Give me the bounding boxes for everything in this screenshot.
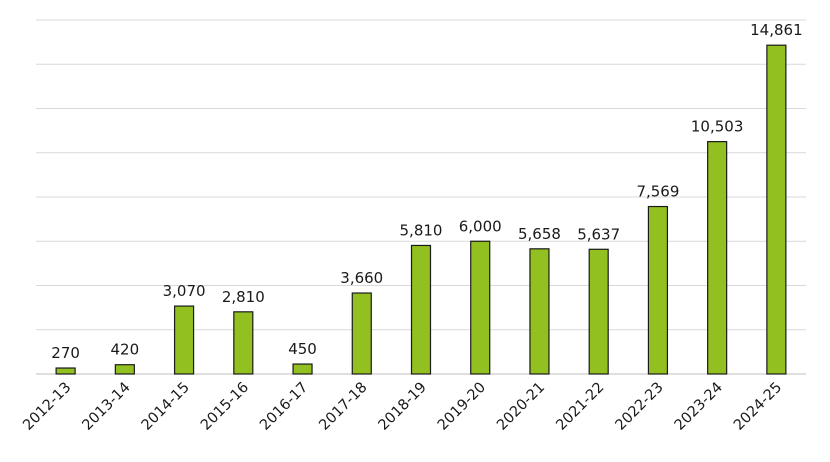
- x-tick-label-2022-23: 2022-23: [613, 380, 667, 434]
- bar-2022-23: [647, 205, 669, 375]
- x-tick-label-2023-24: 2023-24: [672, 380, 726, 434]
- x-tick-label-2021-22: 2021-22: [553, 380, 607, 434]
- data-label-2023-24: 10,503: [691, 118, 744, 136]
- data-label-2018-19: 5,810: [400, 221, 443, 239]
- data-label-2019-20: 6,000: [459, 217, 502, 235]
- x-tick-label-2014-15: 2014-15: [139, 380, 193, 434]
- x-tick-labels: 2012-13 2013-14 2014-15 2015-16 2016-17 2017-…: [20, 380, 785, 434]
- data-label-2014-15: 3,070: [163, 282, 206, 300]
- data-label-2020-21: 5,658: [518, 225, 561, 243]
- data-label-2016-17: 450: [288, 340, 317, 358]
- x-tick-label-2013-14: 2013-14: [80, 380, 134, 434]
- bar-2024-25: [766, 44, 787, 375]
- x-tick-label-2018-19: 2018-19: [376, 380, 430, 434]
- bar-2023-24: [707, 141, 728, 375]
- data-label-2024-25: 14,861: [750, 21, 803, 39]
- data-label-2015-16: 2,810: [222, 288, 265, 306]
- x-tick-label-2016-17: 2016-17: [257, 380, 311, 434]
- gridlines: [36, 19, 806, 375]
- data-label-2021-22: 5,637: [577, 225, 620, 243]
- bar-2021-22: [588, 248, 609, 375]
- x-tick-label-2015-16: 2015-16: [198, 380, 252, 434]
- data-labels: 270 420 3,070 2,810 450 3,660 5,810 6,000 5,658 5…: [51, 21, 802, 362]
- data-label-2013-14: 420: [111, 341, 140, 359]
- x-tick-label-2019-20: 2019-20: [435, 380, 489, 434]
- data-label-2022-23: 7,569: [636, 183, 679, 201]
- x-tick-label-2017-18: 2017-18: [316, 380, 370, 434]
- bar-2013-14: [114, 364, 135, 375]
- x-tick-label-2012-13: 2012-13: [20, 380, 74, 434]
- bar-2014-15: [173, 305, 195, 375]
- bar-2016-17: [292, 363, 313, 375]
- x-tick-label-2024-25: 2024-25: [731, 380, 785, 434]
- data-label-2017-18: 3,660: [340, 269, 383, 287]
- bar-2012-13: [55, 367, 76, 375]
- bar-2018-19: [410, 244, 432, 375]
- data-label-2012-13: 270: [51, 344, 80, 362]
- bar-2019-20: [470, 240, 491, 375]
- bar-2015-16: [233, 311, 254, 375]
- x-tick-label-2020-21: 2020-21: [494, 380, 548, 434]
- bar-2020-21: [529, 248, 550, 375]
- bars: [55, 44, 787, 375]
- bar-2017-18: [351, 292, 372, 375]
